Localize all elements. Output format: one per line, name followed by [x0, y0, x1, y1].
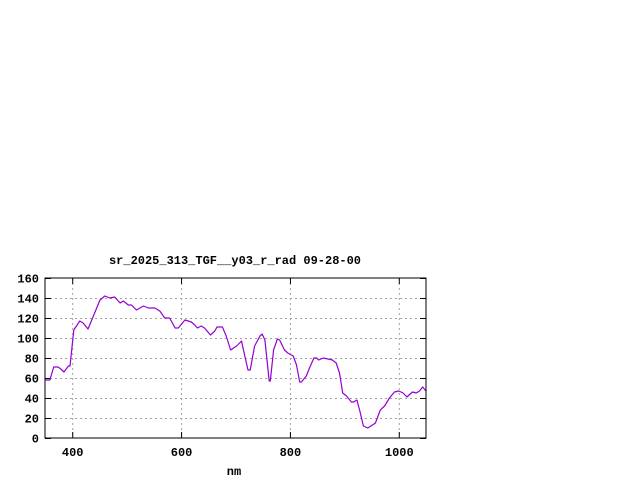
y-tick-label: 100: [17, 333, 39, 347]
x-tick-label: 600: [171, 446, 193, 460]
chart-title: sr_2025_313_TGF__y03_r_rad 09-28-00: [109, 254, 361, 268]
x-axis-label: nm: [227, 465, 241, 479]
x-tick-label: 800: [280, 446, 302, 460]
grid: [45, 278, 426, 438]
x-tick-label: 400: [62, 446, 84, 460]
y-tick-label: 160: [17, 273, 39, 287]
series-layer: [45, 295, 427, 429]
y-tick-label: 60: [25, 373, 39, 387]
x-tick-label: 1000: [385, 446, 414, 460]
axis-ticks: 0 20 40 60 80 100 120 140 160 400 600 800 1000: [17, 273, 426, 460]
y-tick-label: 0: [32, 433, 39, 447]
plot-border: [44, 277, 427, 439]
y-tick-label: 120: [17, 313, 39, 327]
series-line: [45, 295, 427, 429]
y-tick-label: 20: [25, 413, 39, 427]
y-tick-label: 80: [25, 353, 39, 367]
y-tick-label: 140: [17, 293, 39, 307]
y-tick-label: 40: [25, 393, 39, 407]
